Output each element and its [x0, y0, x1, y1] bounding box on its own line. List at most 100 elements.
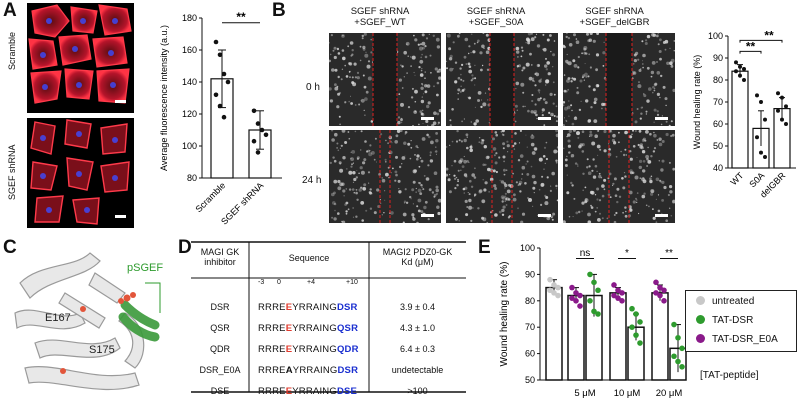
header-kd: MAGI2 PDZ0-GK Kd (μM)	[382, 247, 453, 267]
cell-speck	[334, 83, 337, 87]
cell-speck	[474, 167, 476, 170]
cell-speck	[556, 115, 558, 118]
panel-letter-e: E	[478, 237, 491, 258]
data-point	[569, 295, 575, 301]
cell-speck	[485, 155, 490, 160]
cell-speck	[352, 207, 354, 209]
cell-speck	[476, 41, 479, 44]
cell-speck	[570, 80, 573, 83]
cell-speck	[659, 57, 662, 61]
cell-speck	[585, 75, 588, 78]
cell-speck	[570, 154, 575, 158]
cell-speck	[384, 190, 386, 192]
label-s175: S175	[89, 344, 115, 356]
cell-speck	[429, 54, 432, 57]
cell-speck	[406, 72, 408, 74]
data-point	[661, 287, 667, 294]
cell-speck	[460, 78, 463, 81]
cell-speck	[590, 204, 592, 207]
cell-speck	[502, 205, 506, 209]
cell-speck	[401, 65, 404, 68]
cell-speck	[652, 150, 656, 153]
cell-speck	[590, 106, 593, 109]
cell-speck	[549, 34, 552, 37]
cell-speck	[398, 165, 402, 169]
cell-speck	[553, 40, 556, 42]
cell-speck	[482, 139, 485, 142]
cell-speck	[359, 59, 362, 62]
cell-speck	[506, 140, 509, 143]
cell-speck	[545, 68, 548, 71]
cell-speck	[331, 216, 334, 219]
cell-speck	[512, 172, 514, 175]
cell-speck	[582, 74, 586, 78]
cell-speck	[427, 135, 431, 139]
cell-speck	[345, 212, 348, 215]
cell-speck	[418, 123, 420, 126]
cell-speck	[373, 211, 377, 215]
cell-speck	[460, 140, 463, 143]
cell-speck	[653, 108, 657, 112]
cell-speck	[353, 177, 357, 182]
cell-speck	[643, 93, 645, 95]
cell-speck	[640, 106, 643, 109]
data-point	[619, 298, 625, 304]
cell-speck	[347, 45, 350, 48]
cell-speck	[414, 100, 417, 103]
cell-speck	[422, 109, 424, 111]
cell-speck	[555, 133, 558, 138]
cell-speck	[421, 96, 423, 98]
cell-speck	[571, 109, 573, 112]
cell-speck	[517, 207, 519, 210]
cell-speck	[570, 181, 573, 185]
y-tick-label: 80	[525, 296, 535, 306]
cell-speck	[473, 176, 477, 179]
header-sequence: Sequence	[288, 253, 330, 263]
data-point	[619, 290, 625, 296]
cell-speck	[414, 89, 418, 94]
cell-speck	[348, 100, 350, 103]
cell-speck	[624, 175, 627, 178]
cell-speck	[458, 220, 460, 222]
group-label: 10 μM	[614, 388, 641, 399]
cell-speck	[502, 142, 506, 146]
cell-speck	[606, 217, 609, 220]
y-axis-label: Wound healing rate (%)	[692, 55, 702, 149]
seq-tail: DSE	[336, 386, 358, 397]
cell-speck	[331, 138, 335, 142]
scale-bar	[115, 215, 126, 218]
cell-speck	[602, 65, 605, 67]
cell-speck	[546, 61, 550, 65]
cell-speck	[361, 34, 364, 38]
cell-speck	[482, 163, 485, 167]
cell-speck	[424, 90, 428, 94]
cell-speck	[587, 75, 590, 78]
cell-speck	[585, 99, 589, 103]
cell-speck	[611, 131, 613, 133]
cell-speck	[632, 200, 636, 204]
cell-speck	[624, 148, 627, 151]
wound-texture	[563, 33, 675, 126]
cell-speck	[350, 165, 353, 168]
data-point	[755, 135, 759, 140]
cell-speck	[596, 170, 598, 172]
data-point	[217, 103, 223, 109]
data-point	[776, 108, 780, 113]
cell-speck	[563, 44, 566, 48]
cell-speck	[545, 141, 548, 144]
cell-speck	[410, 96, 414, 99]
cell-speck	[515, 81, 520, 86]
cell-speck	[573, 77, 577, 81]
cell-speck	[449, 124, 452, 126]
cell-speck	[587, 119, 592, 123]
cell-speck	[550, 185, 552, 187]
cell-speck	[543, 98, 546, 101]
cell-speck	[461, 89, 465, 92]
cell-speck	[659, 180, 662, 183]
cell-speck	[522, 91, 525, 94]
cell-speck	[613, 220, 617, 223]
cell-speck	[534, 84, 537, 87]
row-sequence: RRREAYRRAINGDSR	[258, 365, 358, 376]
cell-speck	[593, 97, 598, 102]
cell-speck	[495, 133, 498, 137]
